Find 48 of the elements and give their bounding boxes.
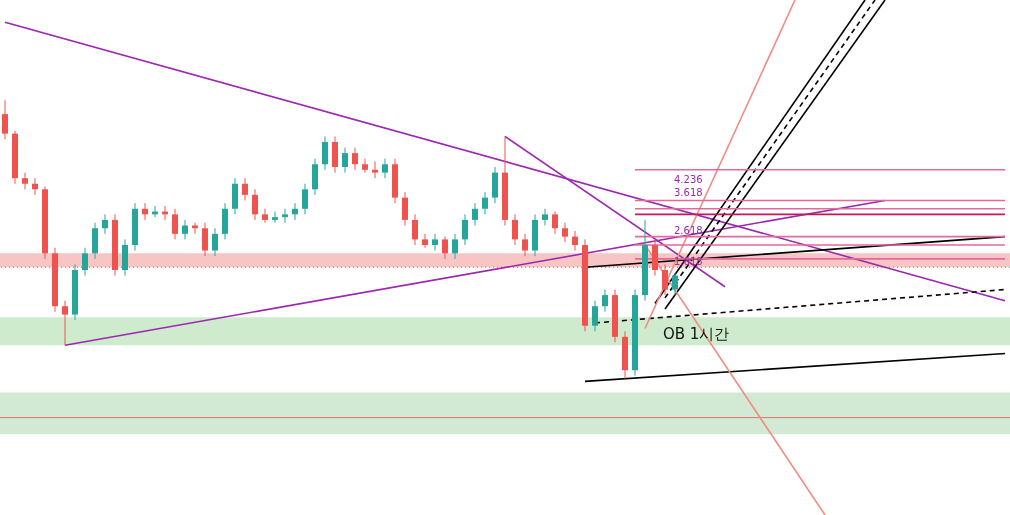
candlestick bbox=[102, 213, 108, 235]
candlestick bbox=[552, 211, 558, 235]
candlestick bbox=[572, 230, 578, 252]
candlestick bbox=[432, 233, 438, 252]
candlestick bbox=[462, 213, 468, 246]
candlestick bbox=[272, 211, 278, 224]
candlestick bbox=[672, 272, 678, 296]
candlestick bbox=[482, 191, 488, 215]
candlestick bbox=[352, 147, 358, 171]
candlestick bbox=[32, 177, 38, 196]
annotation: OB 1시간 bbox=[663, 325, 730, 344]
candlestick bbox=[192, 222, 198, 235]
candlestick bbox=[382, 158, 388, 179]
annotation: 3.618 bbox=[674, 186, 703, 198]
candlestick bbox=[212, 227, 218, 257]
candlestick bbox=[142, 202, 148, 221]
candlestick bbox=[302, 183, 308, 215]
candlestick bbox=[362, 158, 368, 174]
candlestick bbox=[322, 135, 328, 171]
candlestick bbox=[252, 188, 258, 221]
candlestick bbox=[282, 208, 288, 224]
candlestick bbox=[242, 177, 248, 201]
candlestick bbox=[22, 172, 28, 190]
candlestick bbox=[182, 219, 188, 240]
candlestick bbox=[262, 208, 268, 224]
candlestick bbox=[442, 236, 448, 260]
candlestick bbox=[522, 233, 528, 257]
annotation: 1.618 bbox=[674, 255, 703, 267]
candlestick bbox=[422, 233, 428, 249]
candlestick bbox=[592, 300, 598, 332]
candlestick bbox=[662, 263, 668, 296]
candlestick bbox=[372, 160, 378, 179]
candlestick bbox=[452, 233, 458, 260]
annotation: 4.236 bbox=[674, 173, 703, 185]
candlestick bbox=[2, 99, 8, 140]
candlestick bbox=[172, 208, 178, 240]
candlestick bbox=[202, 222, 208, 257]
candlestick bbox=[342, 147, 348, 174]
candlestick bbox=[402, 191, 408, 226]
candlestick bbox=[412, 213, 418, 246]
candlestick bbox=[472, 202, 478, 226]
candlestick bbox=[602, 289, 608, 313]
candlestick bbox=[542, 208, 548, 226]
candlestick bbox=[292, 202, 298, 221]
candlestick bbox=[562, 222, 568, 243]
annotation: 2.618 bbox=[674, 225, 703, 237]
candlestick bbox=[62, 300, 68, 346]
candlestick bbox=[512, 213, 518, 246]
